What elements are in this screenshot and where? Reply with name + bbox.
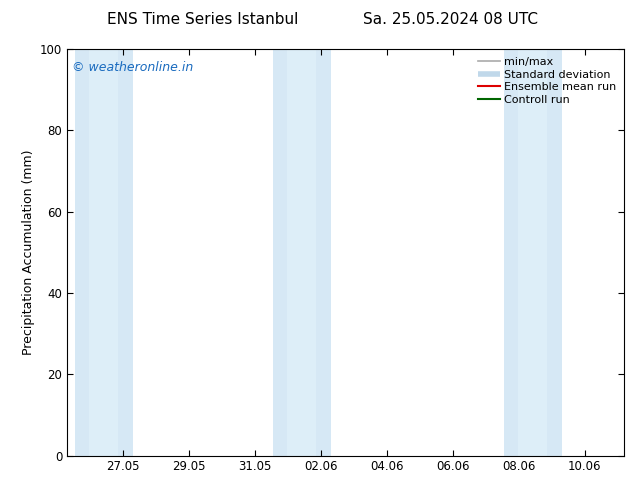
Text: © weatheronline.in: © weatheronline.in bbox=[72, 61, 193, 74]
Legend: min/max, Standard deviation, Ensemble mean run, Controll run: min/max, Standard deviation, Ensemble me… bbox=[476, 54, 619, 107]
Y-axis label: Precipitation Accumulation (mm): Precipitation Accumulation (mm) bbox=[22, 149, 35, 355]
Text: Sa. 25.05.2024 08 UTC: Sa. 25.05.2024 08 UTC bbox=[363, 12, 538, 27]
Text: ENS Time Series Istanbul: ENS Time Series Istanbul bbox=[107, 12, 299, 27]
Bar bbox=[287, 49, 316, 456]
Bar bbox=[504, 49, 562, 456]
Bar bbox=[519, 49, 547, 456]
Bar bbox=[273, 49, 331, 456]
Bar bbox=[75, 49, 133, 456]
Bar bbox=[89, 49, 118, 456]
